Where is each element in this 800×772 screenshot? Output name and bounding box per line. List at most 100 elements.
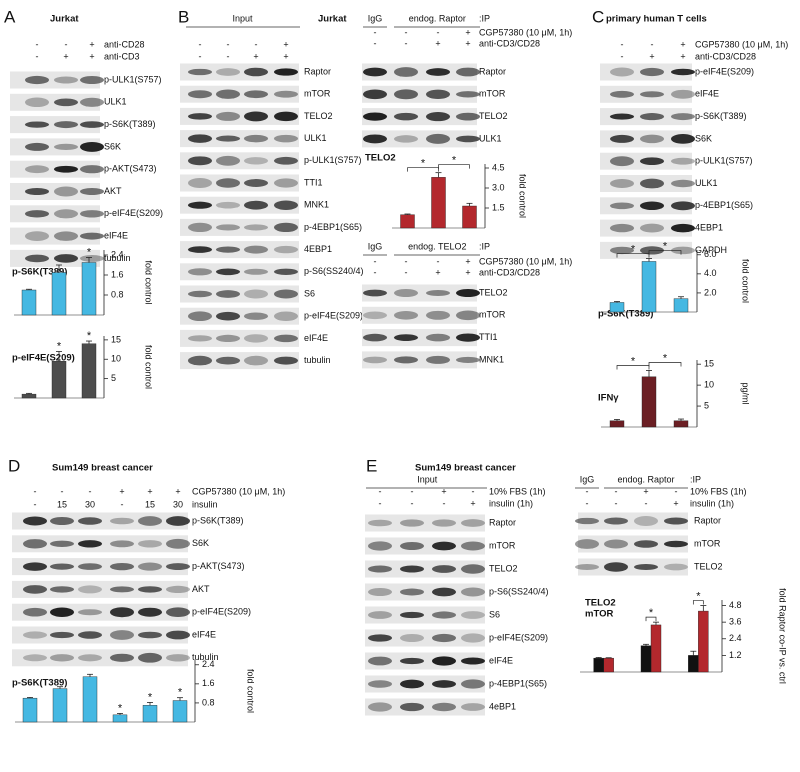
blot-band [461,519,485,527]
blot-band [23,539,47,549]
blot-label: p-eIF4E(S209) [304,311,363,321]
panel-title: primary human T cells [606,14,707,25]
blot [180,263,299,281]
blot-band [274,334,298,343]
blot-label: eIF4E [304,333,328,343]
blot-band [604,539,628,549]
blot-band [25,142,49,151]
y-tick-label: 2.4 [202,659,215,669]
blot-band [188,201,212,209]
blot-band [400,588,424,596]
condition-sign: + [649,51,654,61]
blot-band [363,289,387,297]
condition-sign: - [121,499,124,509]
bar [112,714,128,723]
significance-bracket [616,253,650,258]
blot-label: GAPDH [695,245,727,255]
blot-background [180,152,299,170]
blot-label: TELO2 [489,563,518,573]
blot-background [362,108,477,126]
blot-background [362,284,477,302]
blot-band [188,156,212,166]
blot-band [244,111,268,122]
condition-sign: - [374,267,377,277]
significance: * [663,352,668,364]
blot-label: ULK1 [304,133,327,143]
condition-label: anti-CD3/CD28 [479,38,540,48]
blot-band [244,245,268,254]
blot-band [244,200,268,210]
blot [10,160,104,178]
blot-band [50,654,74,662]
significance: * [87,246,92,258]
blot-background [180,329,299,347]
blot-band [216,246,240,253]
blot-band [610,113,634,120]
condition-sign: - [621,51,624,61]
blot-band [110,653,134,662]
blot [600,219,695,237]
blot-band [640,157,664,166]
blot-band [368,588,392,596]
blot-background [180,107,299,125]
blot-background [10,138,100,156]
blot-label: MNK1 [304,200,329,210]
blot-band [216,311,240,321]
error-bar [147,702,153,706]
bar [51,360,67,399]
blot [362,85,480,103]
blot [600,108,695,126]
condition-sign: - [199,51,202,61]
blot-band [80,165,104,174]
blot-band [394,89,418,100]
blot-background [10,227,100,245]
blot [180,329,299,347]
blot-band [188,113,212,120]
blot-band [274,268,298,275]
blot-band [166,630,190,640]
condition-sign: + [643,486,648,496]
blot-band [138,540,162,548]
significance: * [118,702,123,714]
bar [673,298,689,313]
significance-bracket [616,365,650,370]
y-tick-label: 15 [704,359,714,369]
blot-label: tubulin [104,253,131,263]
blot-band [244,334,268,343]
blot [365,537,485,555]
blot-band [78,563,102,570]
blot-label: 4eBP1 [489,701,516,711]
blot-band [80,75,104,85]
blot-band [610,246,634,255]
blot-band [610,90,634,98]
blot-band [25,187,49,196]
bar [650,624,662,673]
blot-band [461,564,485,574]
y-tick-label: 1.2 [729,650,742,660]
blot-band [25,210,49,218]
blot-band [50,563,74,570]
significance: * [631,355,636,367]
blot [12,512,190,530]
blot-label: S6K [695,133,712,143]
blot-label: p-eIF4E(S209) [695,66,754,76]
blot-band [138,586,162,593]
condition-sign: - [405,267,408,277]
condition-sign: + [441,486,446,496]
blot-band [426,289,450,297]
blot-band [394,288,418,298]
legend-entry: TELO2 [585,598,616,609]
blot-band [368,519,392,527]
blot-band [461,657,485,665]
significance: * [57,340,62,352]
panel-letter: C [592,7,604,26]
blot-background [180,63,299,81]
blot-background [600,219,692,237]
blot-band [274,222,298,233]
blot-band [216,178,240,188]
condition-sign: + [283,39,288,49]
panel-letter: A [4,7,16,26]
error-bar [678,296,684,299]
bar [81,262,97,316]
blot-band [188,268,212,276]
